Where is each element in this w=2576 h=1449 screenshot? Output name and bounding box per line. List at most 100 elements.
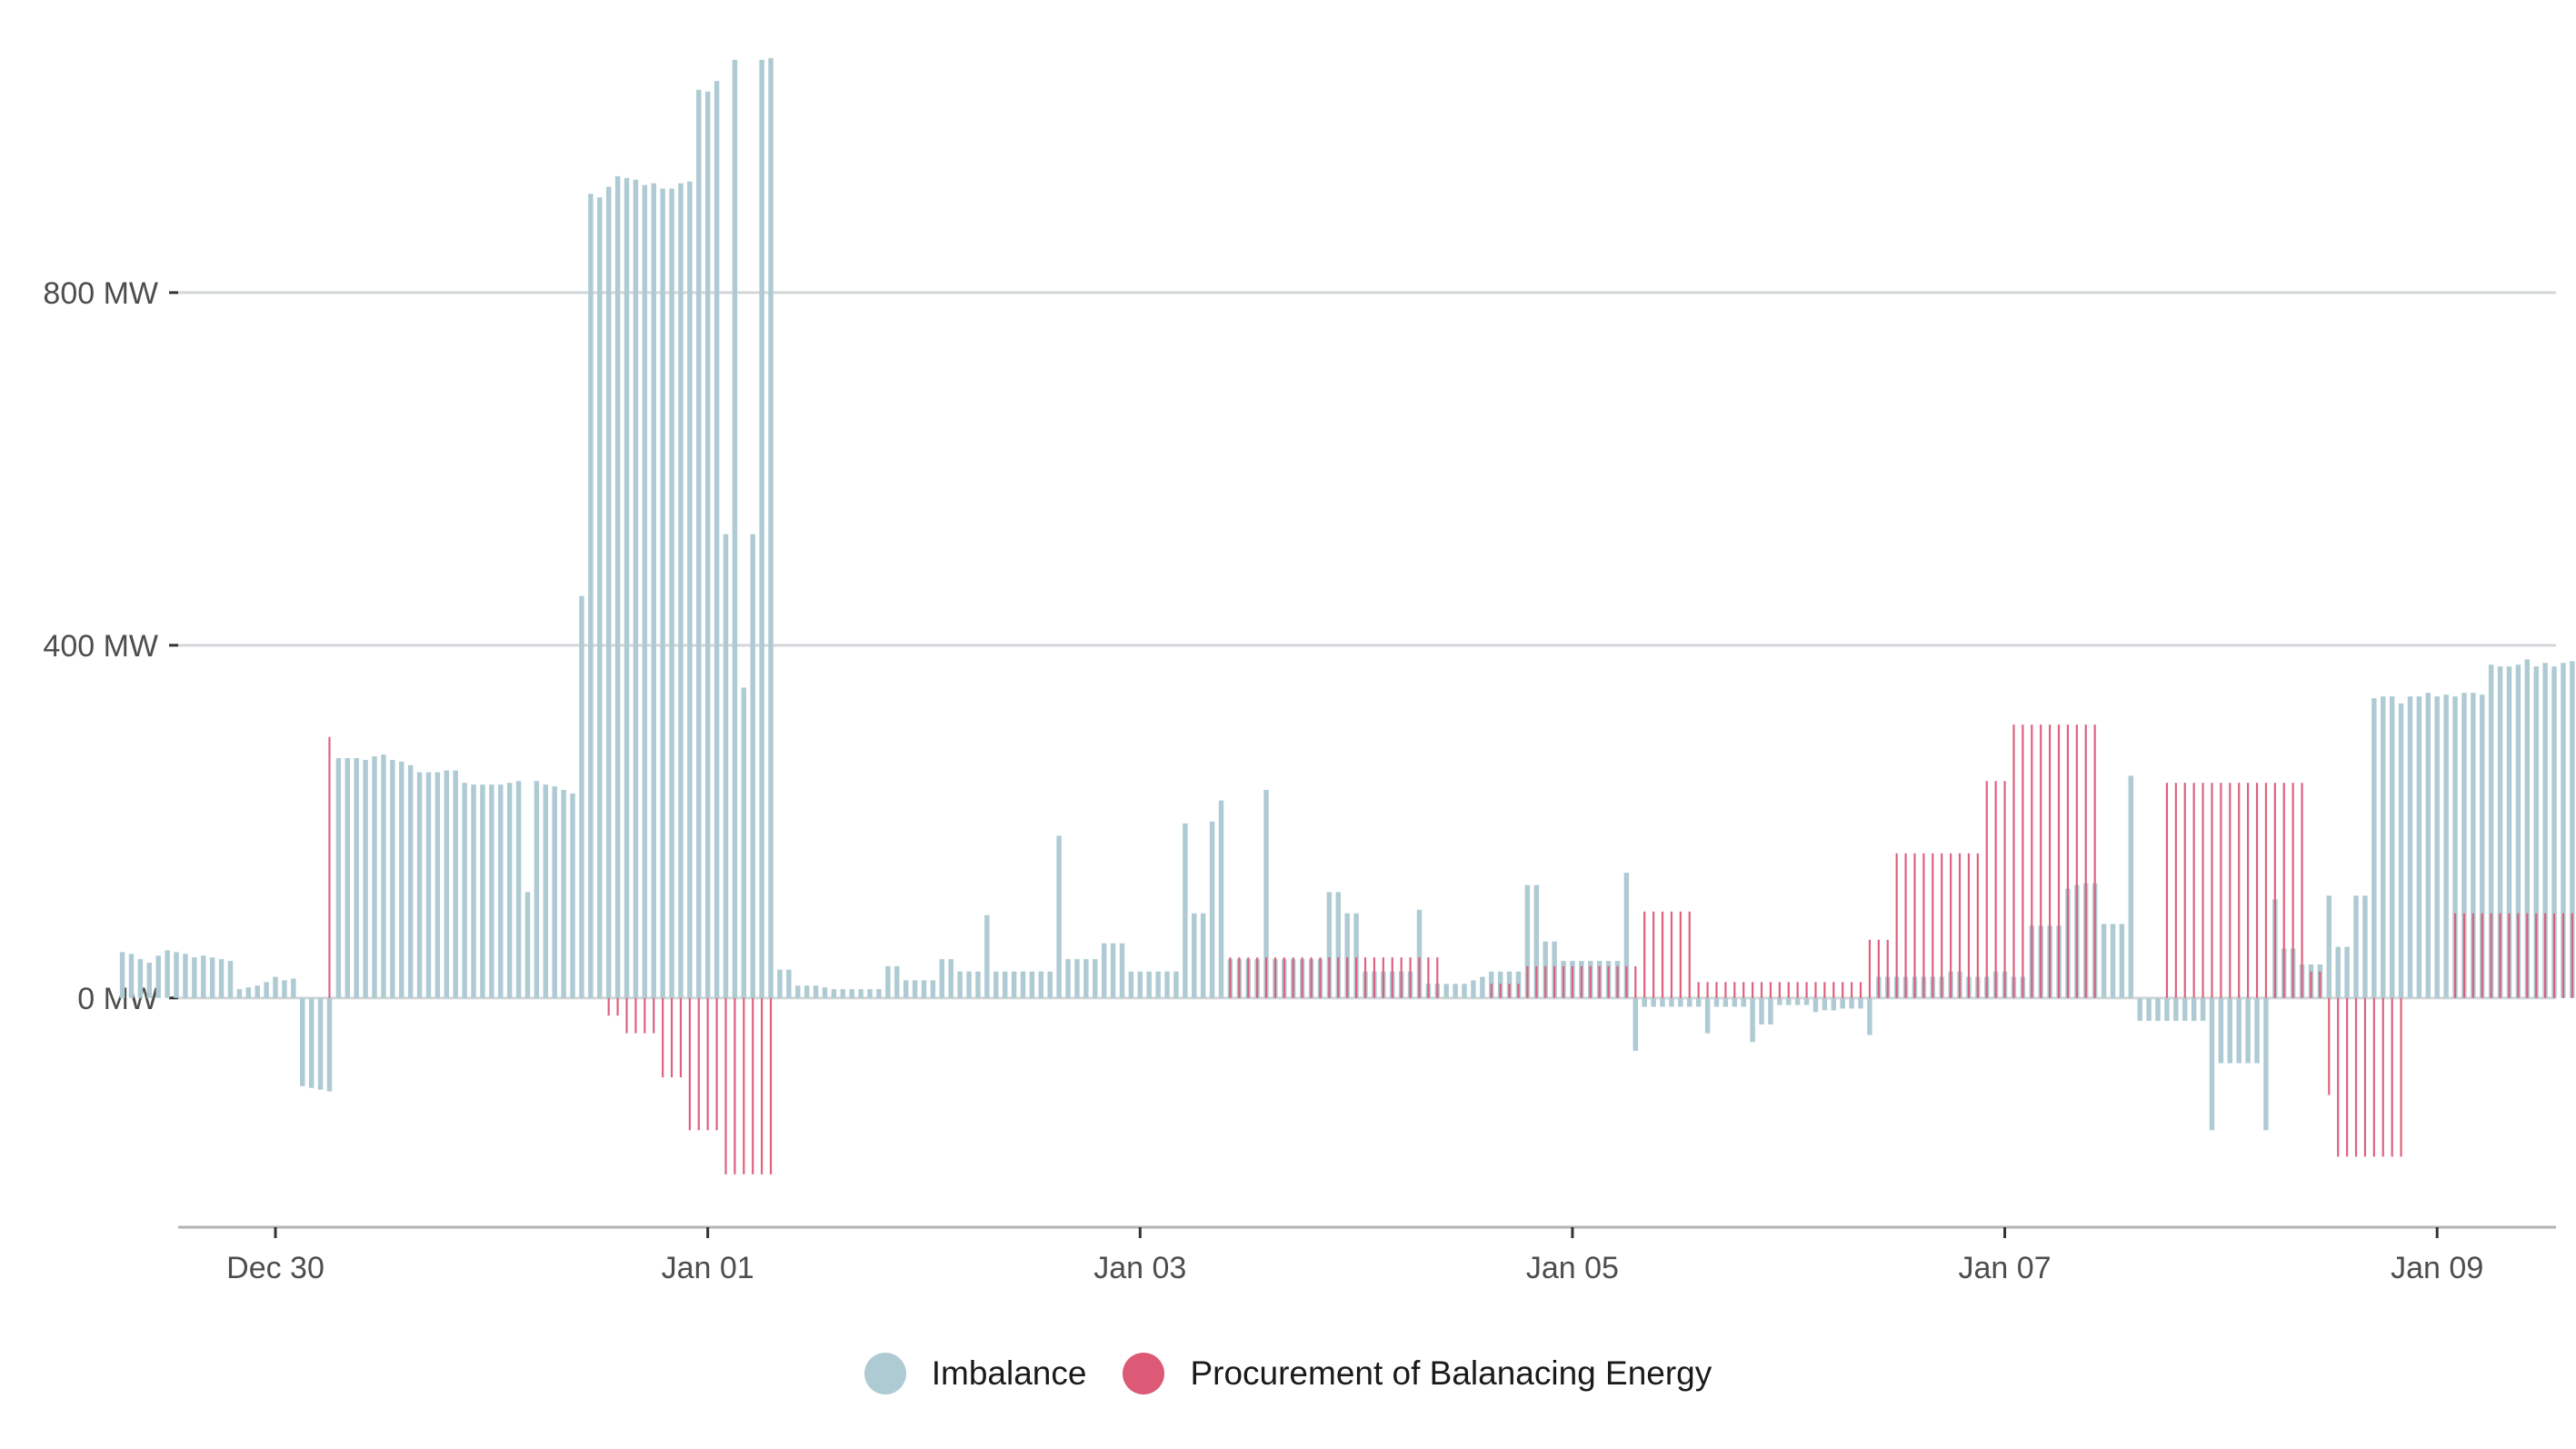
bar-procurement: [1310, 957, 1313, 998]
bar-imbalance: [2155, 997, 2161, 1022]
bar-procurement: [2462, 913, 2466, 998]
bar-procurement: [1886, 939, 1889, 998]
bar-imbalance: [903, 980, 909, 998]
bar-imbalance: [2371, 698, 2377, 998]
bar-imbalance: [390, 759, 395, 998]
bar-imbalance: [804, 985, 810, 998]
bar-procurement: [1967, 853, 1971, 998]
bar-imbalance: [462, 783, 467, 998]
bar-imbalance: [2416, 696, 2422, 998]
y-tick-label: 400 MW: [43, 629, 158, 664]
bar-procurement: [1382, 957, 1384, 998]
bar-imbalance: [245, 987, 252, 998]
bar-procurement: [1490, 984, 1493, 998]
bar-procurement: [616, 997, 619, 1016]
bar-imbalance: [768, 57, 774, 998]
bar-imbalance: [561, 789, 566, 998]
bar-imbalance: [1777, 997, 1782, 1005]
bar-imbalance: [1759, 997, 1764, 1024]
bar-imbalance: [2542, 663, 2548, 998]
bar-imbalance: [867, 989, 873, 998]
bar-procurement: [1301, 957, 1303, 998]
bar-imbalance: [1687, 997, 1692, 1007]
bar-imbalance: [534, 781, 540, 998]
bar-procurement: [1634, 965, 1637, 998]
bar-procurement: [1868, 939, 1872, 998]
bar-procurement: [1922, 853, 1925, 998]
bar-imbalance: [1632, 997, 1639, 1052]
bar-imbalance: [1002, 971, 1008, 998]
bar-procurement: [1643, 911, 1646, 998]
bar-procurement: [2183, 783, 2186, 998]
bar-procurement: [1427, 957, 1430, 998]
bar-imbalance: [1750, 997, 1755, 1043]
bar-imbalance: [1101, 943, 1107, 998]
bar-procurement: [2337, 997, 2340, 1157]
bar-procurement: [1742, 982, 1745, 998]
bar-procurement: [2291, 783, 2294, 998]
bar-procurement: [1670, 911, 1673, 998]
bar-imbalance: [300, 997, 305, 1086]
bar-imbalance: [1669, 997, 1674, 1007]
bar-procurement: [1752, 982, 1754, 998]
bar-imbalance: [1183, 823, 1188, 998]
bar-imbalance: [1173, 971, 1179, 998]
bar-procurement: [1346, 957, 1349, 998]
bar-imbalance: [2182, 997, 2188, 1022]
bar-procurement: [2400, 997, 2402, 1157]
bar-procurement: [2264, 783, 2268, 998]
bar-imbalance: [2407, 696, 2413, 998]
bar-imbalance: [2471, 693, 2476, 998]
bar-imbalance: [2335, 946, 2341, 998]
bar-imbalance: [1812, 997, 1819, 1013]
bar-imbalance: [669, 188, 674, 998]
legend-key-imbalance: [864, 1353, 906, 1394]
bar-imbalance: [2110, 924, 2116, 998]
bar-imbalance: [2173, 997, 2179, 1022]
bar-imbalance: [453, 770, 458, 998]
bar-imbalance: [1344, 913, 1350, 998]
bar-imbalance: [137, 959, 144, 998]
bar-procurement: [2282, 783, 2285, 998]
y-tick-label: 800 MW: [43, 276, 158, 311]
bar-procurement: [2022, 724, 2024, 998]
bar-imbalance: [2263, 997, 2269, 1131]
bar-imbalance: [2245, 997, 2251, 1064]
bar-procurement: [1526, 965, 1529, 998]
bar-procurement: [1292, 957, 1294, 998]
bar-imbalance: [146, 963, 153, 998]
bar-imbalance: [128, 954, 135, 998]
bar-procurement: [2471, 913, 2474, 998]
bar-imbalance: [317, 997, 324, 1090]
bar-imbalance: [2497, 666, 2503, 998]
bar-procurement: [1553, 965, 1556, 998]
bar-procurement: [2544, 913, 2547, 998]
bar-procurement: [1769, 982, 1772, 998]
bar-procurement: [2571, 913, 2573, 998]
bar-procurement: [1571, 965, 1574, 998]
bar-procurement: [1273, 957, 1277, 998]
bar-procurement: [1363, 957, 1367, 998]
bar-imbalance: [2128, 775, 2134, 998]
bar-procurement: [1932, 853, 1934, 998]
bar-imbalance: [425, 772, 432, 998]
bar-imbalance: [849, 989, 854, 998]
bar-procurement: [2192, 783, 2195, 998]
bar-imbalance: [363, 759, 368, 998]
bar-procurement: [2238, 783, 2241, 998]
bar-procurement: [1823, 982, 1826, 998]
bar-procurement: [1535, 965, 1538, 998]
bar-imbalance: [273, 976, 278, 998]
bar-imbalance: [678, 183, 684, 998]
bar-procurement: [697, 997, 700, 1131]
bar-procurement: [706, 997, 709, 1131]
bar-procurement: [1409, 957, 1412, 998]
bar-imbalance: [192, 957, 197, 998]
bar-procurement: [2381, 997, 2384, 1157]
series-procurement: [328, 724, 2573, 1174]
bar-procurement: [2075, 724, 2078, 998]
bar-imbalance: [1623, 873, 1630, 998]
bar-imbalance: [732, 59, 738, 998]
bar-imbalance: [2480, 695, 2485, 998]
bar-procurement: [688, 997, 691, 1131]
